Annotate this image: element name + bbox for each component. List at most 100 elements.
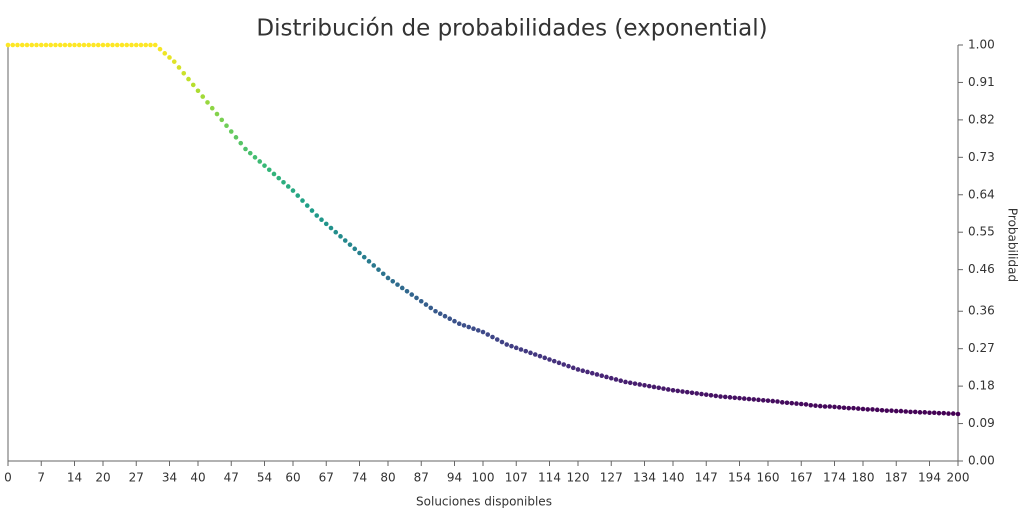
y-tick-label: 0.18 <box>968 379 995 393</box>
point <box>124 42 130 48</box>
point <box>257 159 263 164</box>
y-tick-label: 1.00 <box>968 38 995 52</box>
x-tick-label: 87 <box>414 471 429 485</box>
point <box>357 250 362 256</box>
point <box>794 401 799 406</box>
x-tick-label: 80 <box>380 471 395 485</box>
x-tick-label: 120 <box>567 471 590 485</box>
point <box>775 399 780 404</box>
point <box>404 288 410 294</box>
point <box>409 292 415 297</box>
point <box>233 135 239 140</box>
point <box>855 406 861 411</box>
point <box>608 375 614 381</box>
point <box>927 410 932 416</box>
point <box>779 400 785 405</box>
point <box>376 267 381 272</box>
point <box>684 389 690 395</box>
point <box>566 363 571 369</box>
y-tick-label: 0.64 <box>968 187 995 201</box>
point <box>651 384 657 390</box>
point <box>129 42 134 48</box>
point <box>57 42 63 48</box>
point <box>912 409 918 415</box>
point <box>276 175 282 181</box>
point <box>309 208 315 213</box>
point <box>898 408 904 414</box>
point <box>832 404 837 410</box>
point <box>15 42 20 48</box>
point <box>390 278 396 284</box>
point <box>219 117 225 123</box>
point <box>209 105 215 111</box>
x-tick-label: 7 <box>37 471 45 485</box>
point <box>361 254 367 260</box>
point <box>119 42 125 48</box>
point <box>157 46 163 52</box>
y-tick-label: 0.46 <box>968 262 995 276</box>
x-tick-label: 147 <box>695 471 718 485</box>
point <box>300 198 305 203</box>
point <box>670 387 676 393</box>
point <box>551 358 557 364</box>
point <box>461 323 467 328</box>
y-tick-label: 0.73 <box>968 150 995 164</box>
point <box>19 42 25 48</box>
point <box>632 381 638 386</box>
x-tick-label: 127 <box>600 471 623 485</box>
x-tick-label: 180 <box>852 471 875 485</box>
point <box>38 42 44 48</box>
point <box>846 405 852 411</box>
point <box>675 388 681 394</box>
point <box>708 392 714 398</box>
point <box>480 329 486 335</box>
point <box>447 316 453 322</box>
point <box>637 382 643 387</box>
x-tick-label: 200 <box>947 471 970 485</box>
point <box>699 391 704 397</box>
point <box>152 42 158 48</box>
point <box>452 318 457 324</box>
point <box>713 393 719 399</box>
point <box>908 409 913 415</box>
point <box>613 377 619 382</box>
point <box>395 282 400 287</box>
point <box>604 374 609 380</box>
point <box>509 343 514 349</box>
y-tick-label: 0.55 <box>968 225 995 239</box>
point <box>556 360 562 366</box>
point <box>319 217 324 223</box>
point <box>171 59 177 64</box>
point <box>34 42 39 48</box>
point <box>665 387 671 392</box>
point <box>561 362 567 367</box>
point <box>756 397 761 403</box>
x-tick-label: 20 <box>95 471 110 485</box>
point <box>62 42 68 48</box>
y-tick-label: 0.82 <box>968 112 995 126</box>
point <box>946 411 951 416</box>
point <box>148 42 153 48</box>
point <box>689 390 695 396</box>
point <box>851 405 856 411</box>
point <box>889 408 894 413</box>
point <box>485 332 491 337</box>
point <box>76 42 82 48</box>
point <box>295 193 301 198</box>
point <box>181 70 187 76</box>
x-tick-label: 34 <box>162 471 177 485</box>
point <box>718 394 723 399</box>
point <box>542 355 548 361</box>
point <box>423 302 429 307</box>
point <box>585 369 590 375</box>
point <box>532 352 538 357</box>
point <box>656 385 662 391</box>
point <box>86 42 92 48</box>
point <box>48 42 54 48</box>
point <box>803 402 809 407</box>
point <box>414 295 419 301</box>
point <box>808 402 814 408</box>
point <box>513 345 519 351</box>
point <box>751 397 757 402</box>
x-tick-label: 107 <box>505 471 528 485</box>
